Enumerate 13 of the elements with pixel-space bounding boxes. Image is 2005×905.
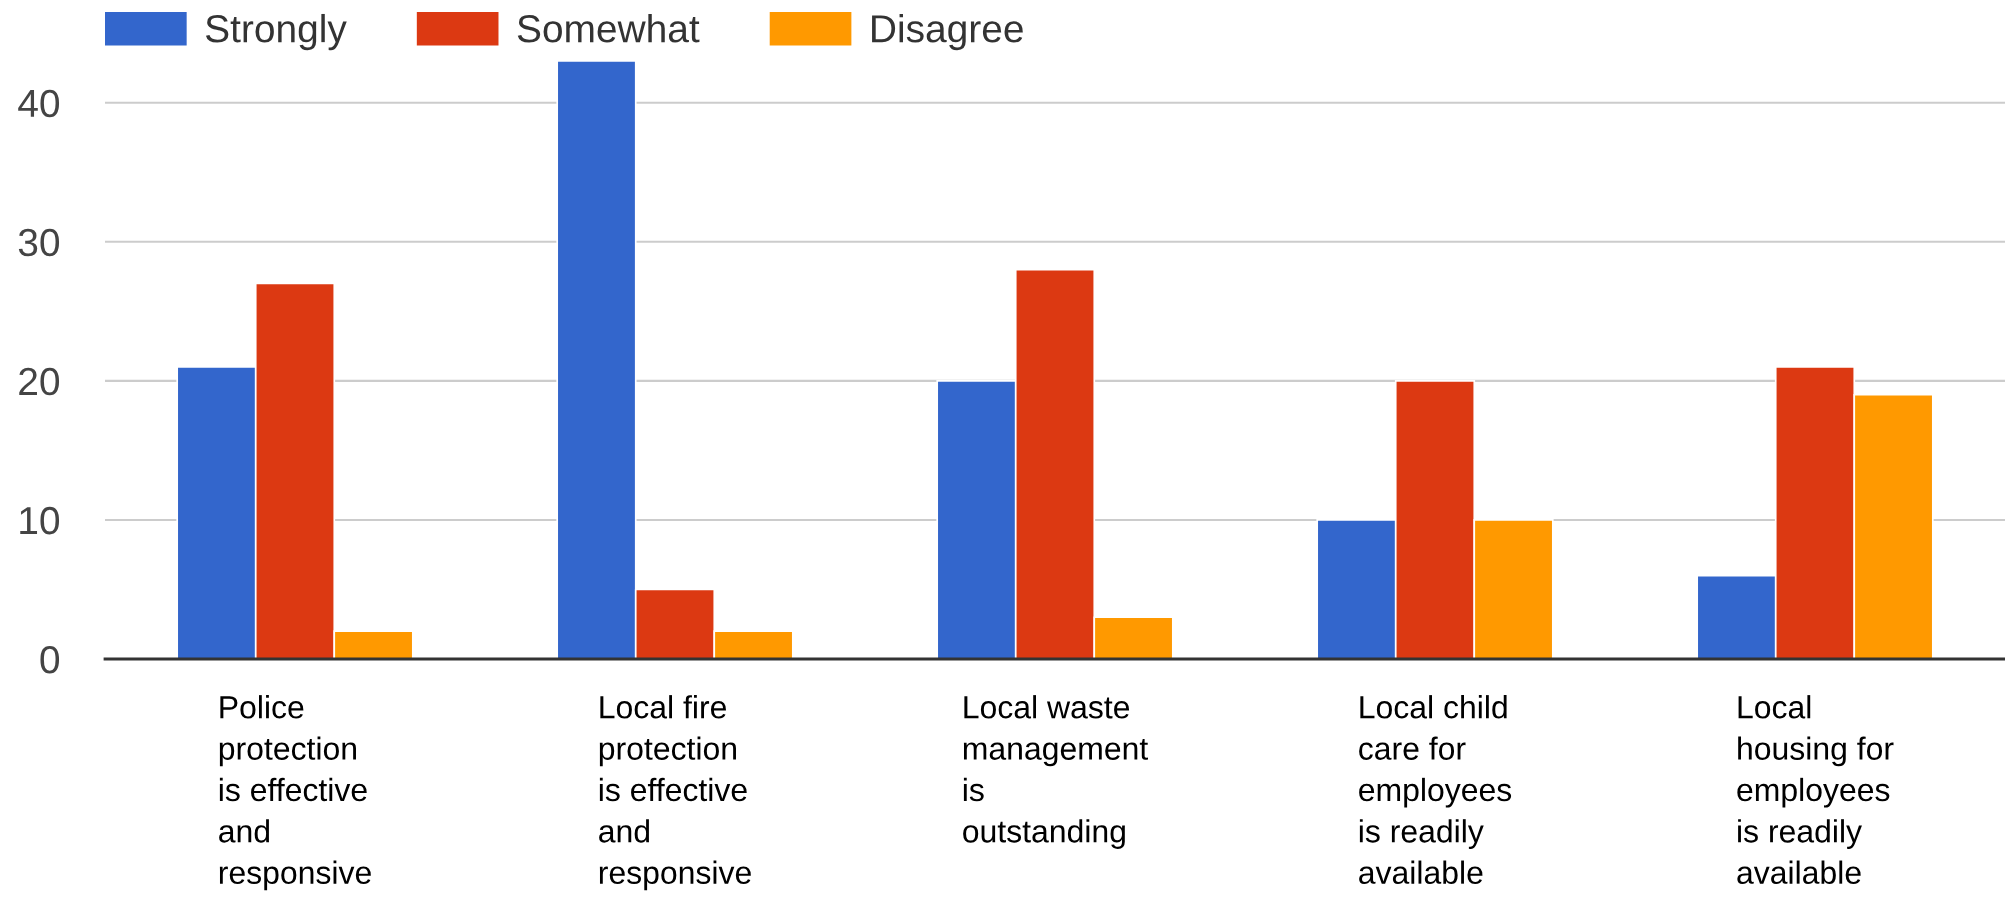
- x-tick-label: Police protection is effective and responsive: [219, 695, 371, 891]
- x-tick-label: Local housing for employees is readily available: [1737, 695, 1894, 884]
- x-tick-label: Local fire protection is effective and responsive: [599, 695, 751, 891]
- y-tick-label: 0: [40, 645, 60, 674]
- y-tick-label: 40: [18, 89, 60, 118]
- y-tick-label: 20: [19, 367, 60, 396]
- legend-label: Disagree: [872, 13, 1023, 51]
- x-tick-label: Local child care for employees is readily available: [1359, 695, 1512, 884]
- y-tick-label: 30: [18, 228, 60, 257]
- legend-label: Somewhat: [517, 13, 700, 43]
- legend-label: Strongly: [205, 13, 347, 51]
- y-tick-label: 10: [20, 506, 60, 535]
- x-tick-label: Local waste management is outstanding: [963, 695, 1148, 849]
